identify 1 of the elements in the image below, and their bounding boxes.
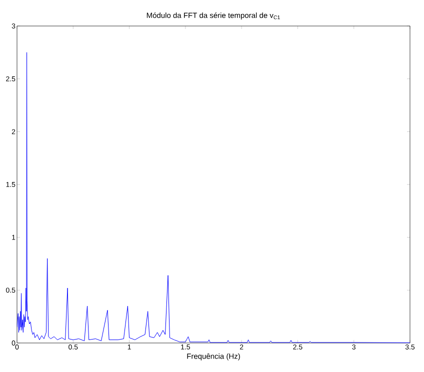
line-series [17, 52, 410, 343]
